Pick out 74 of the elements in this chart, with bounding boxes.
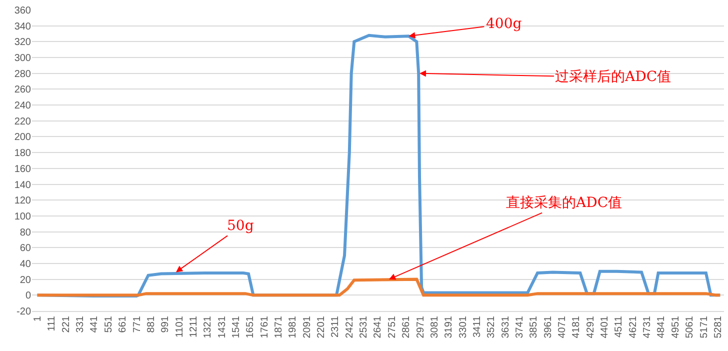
x-tick-label: 4731 [642, 316, 654, 338]
x-tick-label: 3851 [528, 316, 540, 338]
line-series [36, 278, 722, 297]
x-tick-label: 881 [146, 316, 157, 333]
x-tick-label: 5171 [698, 316, 710, 338]
x-tick-label: 1211 [188, 316, 200, 338]
x-tick-label: 1101 [174, 316, 186, 338]
x-tick-label: 3961 [542, 316, 554, 338]
x-tick-label: 2201 [316, 316, 328, 338]
y-tick-label: 320 [14, 37, 32, 48]
x-tick-label: 5061 [684, 316, 696, 338]
y-tick-label: 300 [14, 53, 32, 64]
x-tick-label: 4511 [614, 316, 625, 338]
y-tick-label: 160 [14, 164, 32, 175]
y-tick-label: 140 [14, 180, 32, 191]
x-tick-label: 1431 [216, 316, 228, 338]
x-tick-label: 4291 [585, 316, 596, 338]
x-tick-label: 2421 [344, 316, 356, 338]
x-tick-label: 1321 [202, 316, 214, 338]
y-tick-label: 120 [14, 196, 32, 207]
x-tick-label: 221 [60, 316, 72, 333]
y-tick-label: 220 [14, 116, 32, 128]
y-tick-label: 180 [14, 148, 32, 160]
x-tick-label: 441 [89, 316, 100, 333]
annotation: 400g [486, 16, 522, 32]
x-tick-label: 3741 [514, 316, 526, 338]
y-tick-label: 280 [14, 68, 32, 80]
y-tick-label: 100 [14, 211, 32, 222]
x-tick-label: 4401 [600, 316, 611, 338]
y-tick-label: 200 [14, 132, 32, 144]
x-tick-label: 3631 [500, 316, 512, 338]
y-tick-label: 360 [14, 6, 32, 16]
x-tick-label: 2971 [415, 316, 426, 338]
x-tick-label: 1541 [230, 316, 242, 338]
x-tick-label: 3521 [486, 316, 498, 338]
x-tick-label: 2311 [330, 316, 342, 338]
x-tick-label: 2091 [302, 316, 313, 338]
y-tick-label: -20 [16, 306, 32, 318]
x-tick-label: 4841 [656, 316, 668, 338]
x-tick-label: 3301 [458, 316, 469, 338]
y-tick-label: 40 [20, 258, 32, 270]
x-tick-label: 2531 [358, 316, 370, 338]
y-tick-label: 20 [20, 274, 32, 286]
x-tick-label: 1871 [274, 316, 285, 338]
x-tick-label: 1761 [259, 316, 270, 338]
y-tick-label: 340 [14, 21, 32, 32]
x-tick-label: 661 [118, 316, 129, 333]
x-tick-label: 2861 [401, 316, 412, 338]
x-tick-label: 1 [32, 316, 44, 322]
x-tick-label: 771 [132, 316, 143, 333]
x-tick-label: 551 [103, 316, 114, 333]
x-tick-label: 331 [75, 316, 86, 333]
x-tick-label: 111 [46, 316, 58, 332]
x-tick-label: 4181 [571, 316, 582, 338]
x-tick-label: 5281 [712, 316, 724, 338]
x-tick-label: 1651 [245, 316, 256, 338]
y-tick-label: 260 [14, 84, 32, 96]
annotation: 直接采集的ADC值 [506, 195, 622, 211]
x-tick-label: 1981 [288, 316, 299, 338]
x-tick-label: 2751 [386, 316, 398, 338]
x-tick-label: 991 [160, 316, 172, 333]
x-tick-label: 4621 [628, 316, 639, 338]
x-tick-label: 3191 [444, 316, 455, 338]
x-tick-label: 4071 [557, 316, 568, 338]
y-tick-label: 0 [25, 290, 32, 302]
x-tick-label: 3411 [472, 316, 483, 338]
y-tick-label: 80 [20, 227, 32, 238]
x-tick-label: 3081 [429, 316, 440, 338]
annotation: 过采样后的ADC值 [555, 69, 672, 85]
y-tick-label: 60 [20, 243, 32, 254]
x-tick-label: 2641 [372, 316, 384, 338]
annotation: 50g [227, 218, 254, 234]
x-tick-label: 4951 [670, 316, 682, 338]
y-tick-label: 240 [14, 100, 32, 112]
